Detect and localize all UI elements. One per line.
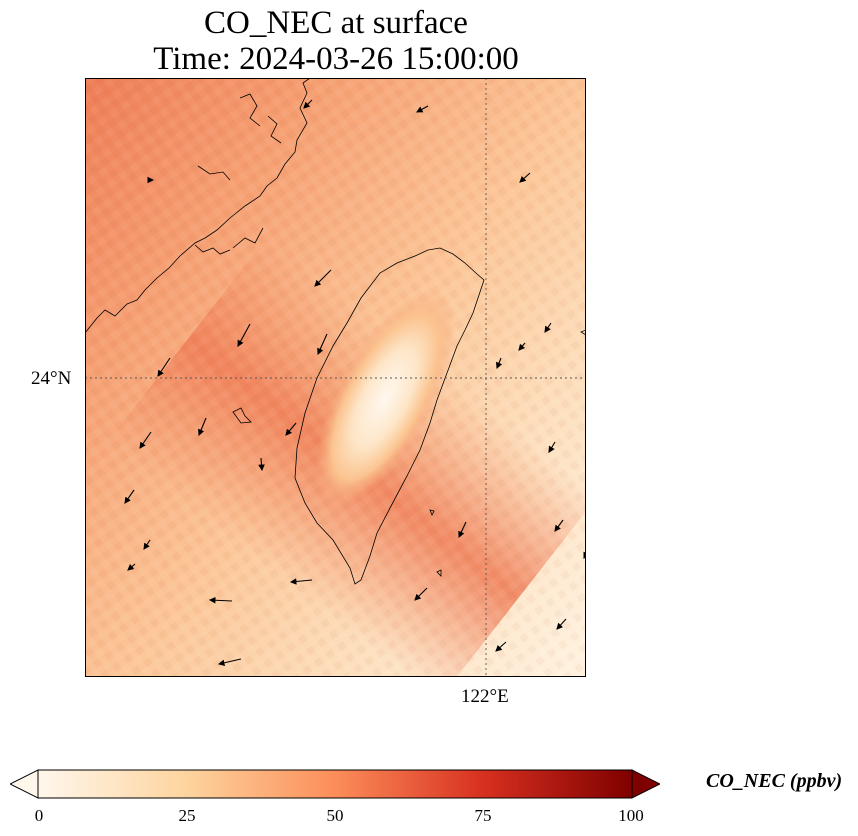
longitude-tick-label: 122°E xyxy=(461,686,509,707)
map-title: CO_NEC at surface xyxy=(204,5,468,41)
map-frame xyxy=(85,78,586,677)
wind-arrow xyxy=(124,489,135,504)
concentration-map xyxy=(85,78,586,677)
wind-arrow xyxy=(414,587,428,601)
latitude-tick-label: 24°N xyxy=(31,368,72,389)
wind-arrow xyxy=(458,521,467,538)
taiwan-low-concentration-area xyxy=(314,289,456,507)
wind-arrow xyxy=(289,578,313,585)
wind-arrow xyxy=(258,457,265,472)
taiwan-coastline xyxy=(294,247,485,585)
wind-arrow xyxy=(314,269,332,287)
mainland-coastline xyxy=(85,78,311,334)
wind-arrow xyxy=(556,618,567,630)
wind-arrow xyxy=(285,422,297,436)
wind-arrow xyxy=(554,519,564,532)
wind-arrow xyxy=(127,563,136,571)
map-time-subtitle: Time: 2024-03-26 15:00:00 xyxy=(153,41,519,77)
wind-arrow xyxy=(303,99,313,109)
wind-arrow xyxy=(544,322,552,333)
gridlines xyxy=(85,78,586,677)
wind-arrow xyxy=(519,172,531,183)
wind-arrow xyxy=(495,641,507,652)
field-pixel-texture xyxy=(85,78,586,677)
colorbar-min-extend xyxy=(10,769,39,799)
wind-arrow xyxy=(157,357,171,377)
wind-arrow xyxy=(548,441,556,453)
colorbar-tick-label: 100 xyxy=(618,806,644,825)
wind-arrow xyxy=(518,342,526,351)
wind-arrow xyxy=(217,658,242,666)
wind-arrow xyxy=(208,596,233,604)
colorbar-tick-label: 0 xyxy=(34,806,44,825)
colorbar-tick-label: 75 xyxy=(474,806,492,825)
penghu-islands xyxy=(232,407,252,424)
wind-arrow xyxy=(416,105,429,113)
wind-arrow xyxy=(495,357,503,370)
colorbar xyxy=(10,769,660,799)
colorbar-tick-label: 50 xyxy=(326,806,344,825)
wind-arrow xyxy=(139,431,152,449)
wind-arrow xyxy=(198,417,207,437)
wind-arrow xyxy=(143,539,151,550)
wind-vectors xyxy=(124,99,586,666)
colorbar-tick-label: 25 xyxy=(178,806,196,825)
coastlines xyxy=(85,78,586,585)
wind-arrow xyxy=(237,323,251,347)
colorbar-title: CO_NEC (ppbv) xyxy=(706,770,843,792)
wind-arrow xyxy=(317,333,328,356)
colorbar-max-extend xyxy=(631,769,660,799)
colorbar-gradient xyxy=(37,769,633,799)
